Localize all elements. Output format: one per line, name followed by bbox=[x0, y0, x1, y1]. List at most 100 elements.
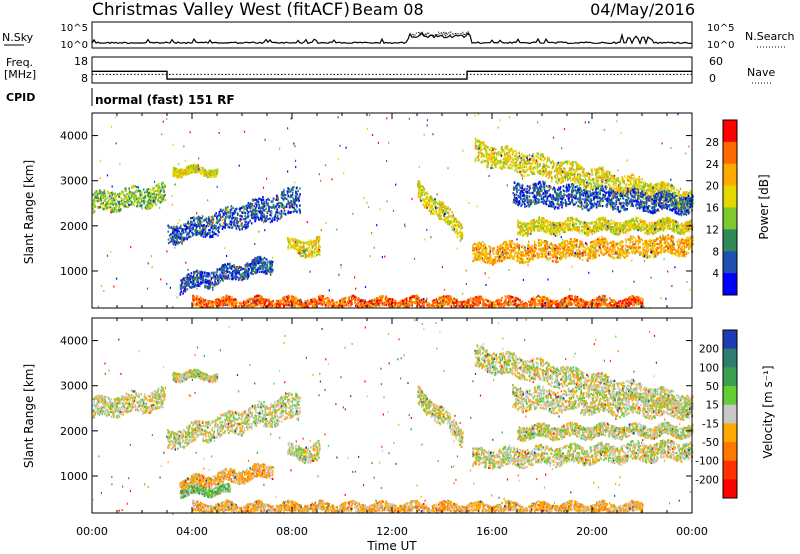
heatmap-cell bbox=[282, 196, 284, 198]
heatmap-cell bbox=[181, 282, 183, 284]
heatmap-cell bbox=[205, 172, 207, 174]
heatmap-cell bbox=[655, 255, 657, 257]
heatmap-cell bbox=[528, 251, 530, 253]
heatmap-cell bbox=[227, 208, 229, 210]
heatmap-cell bbox=[540, 256, 542, 258]
heatmap-cell bbox=[576, 244, 578, 246]
heatmap-cell bbox=[247, 264, 249, 266]
heatmap-cell bbox=[474, 258, 476, 260]
heatmap-cell bbox=[174, 241, 176, 243]
heatmap-cell bbox=[316, 236, 318, 238]
heatmap-cell bbox=[146, 189, 148, 191]
heatmap-cell bbox=[187, 221, 189, 223]
heatmap-cell bbox=[651, 246, 653, 248]
heatmap-cell bbox=[630, 245, 632, 247]
heatmap-cell bbox=[490, 246, 492, 248]
heatmap-cell bbox=[263, 216, 265, 218]
heatmap-cell bbox=[592, 243, 594, 245]
heatmap-cell bbox=[612, 253, 614, 255]
heatmap-cell bbox=[430, 198, 432, 200]
heatmap-cell bbox=[270, 265, 272, 267]
heatmap-cell bbox=[203, 236, 205, 238]
heatmap-cell bbox=[575, 247, 577, 249]
heatmap-cell bbox=[649, 256, 651, 258]
heatmap-cell bbox=[673, 236, 675, 238]
heatmap-cell bbox=[302, 246, 304, 248]
heatmap-cell bbox=[499, 256, 501, 258]
heatmap-cell bbox=[222, 228, 224, 230]
heatmap-cell bbox=[160, 190, 162, 192]
heatmap-cell bbox=[427, 203, 429, 205]
heatmap-cell bbox=[174, 172, 176, 174]
heatmap-cell bbox=[247, 278, 249, 280]
heatmap-cell bbox=[629, 252, 631, 254]
heatmap-cell bbox=[133, 204, 135, 206]
heatmap-cell bbox=[417, 186, 419, 188]
heatmap-cell bbox=[628, 239, 630, 241]
heatmap-cell bbox=[193, 216, 195, 218]
heatmap-cell bbox=[232, 227, 234, 229]
heatmap-cell bbox=[476, 245, 478, 247]
heatmap-cell bbox=[556, 249, 558, 251]
heatmap-cell bbox=[183, 173, 185, 175]
heatmap-cell bbox=[437, 203, 439, 205]
heatmap-cell bbox=[493, 253, 495, 255]
heatmap-cell bbox=[550, 253, 552, 255]
heatmap-cell bbox=[557, 246, 559, 248]
heatmap-cell bbox=[199, 233, 201, 235]
heatmap-cell bbox=[685, 240, 687, 242]
heatmap-cell bbox=[257, 260, 259, 262]
heatmap-cell bbox=[168, 226, 170, 228]
heatmap-cell bbox=[101, 193, 103, 195]
heatmap-cell bbox=[248, 275, 250, 277]
heatmap-cell bbox=[294, 199, 296, 201]
heatmap-cell bbox=[129, 193, 131, 195]
heatmap-cell bbox=[229, 271, 231, 273]
heatmap-cell bbox=[180, 294, 182, 296]
heatmap-cell bbox=[297, 190, 299, 192]
heatmap-cell bbox=[114, 210, 116, 212]
heatmap-cell bbox=[439, 200, 441, 202]
heatmap-cell bbox=[489, 255, 491, 257]
heatmap-cell bbox=[109, 193, 111, 195]
heatmap-cell bbox=[430, 205, 432, 207]
heatmap-cell bbox=[247, 223, 249, 225]
heatmap-cell bbox=[272, 218, 274, 220]
heatmap-cell bbox=[645, 256, 647, 258]
heatmap-cell bbox=[154, 194, 156, 196]
heatmap-cell bbox=[545, 253, 547, 255]
heatmap-cell bbox=[104, 191, 106, 193]
heatmap-cell bbox=[170, 241, 172, 243]
heatmap-cell bbox=[276, 208, 278, 210]
heatmap-cell bbox=[226, 265, 228, 267]
heatmap-cell bbox=[312, 246, 314, 248]
heatmap-cell bbox=[653, 250, 655, 252]
heatmap-cell bbox=[190, 286, 192, 288]
heatmap-cell bbox=[225, 207, 227, 209]
heatmap-cell bbox=[319, 246, 321, 248]
heatmap-cell bbox=[285, 213, 287, 215]
heatmap-cell bbox=[262, 210, 264, 212]
heatmap-cell bbox=[199, 228, 201, 230]
heatmap-cell bbox=[589, 249, 591, 251]
heatmap-cell bbox=[621, 241, 623, 243]
heatmap-cell bbox=[215, 175, 217, 177]
heatmap-cell bbox=[645, 252, 647, 254]
heatmap-cell bbox=[223, 226, 225, 228]
heatmap-cell bbox=[111, 197, 113, 199]
heatmap-cell bbox=[625, 253, 627, 255]
heatmap-cell bbox=[231, 217, 233, 219]
heatmap-cell bbox=[531, 255, 533, 257]
heatmap-cell bbox=[511, 252, 513, 254]
heatmap-cell bbox=[197, 270, 199, 272]
heatmap-cell bbox=[649, 243, 651, 245]
heatmap-cell bbox=[313, 243, 315, 245]
heatmap-cell bbox=[594, 241, 596, 243]
heatmap-cell bbox=[261, 199, 263, 201]
heatmap-cell bbox=[582, 259, 584, 261]
heatmap-cell bbox=[525, 249, 527, 251]
heatmap-cell bbox=[186, 226, 188, 228]
heatmap-cell bbox=[219, 274, 221, 276]
heatmap-cell bbox=[506, 242, 508, 244]
heatmap-cell bbox=[253, 213, 255, 215]
